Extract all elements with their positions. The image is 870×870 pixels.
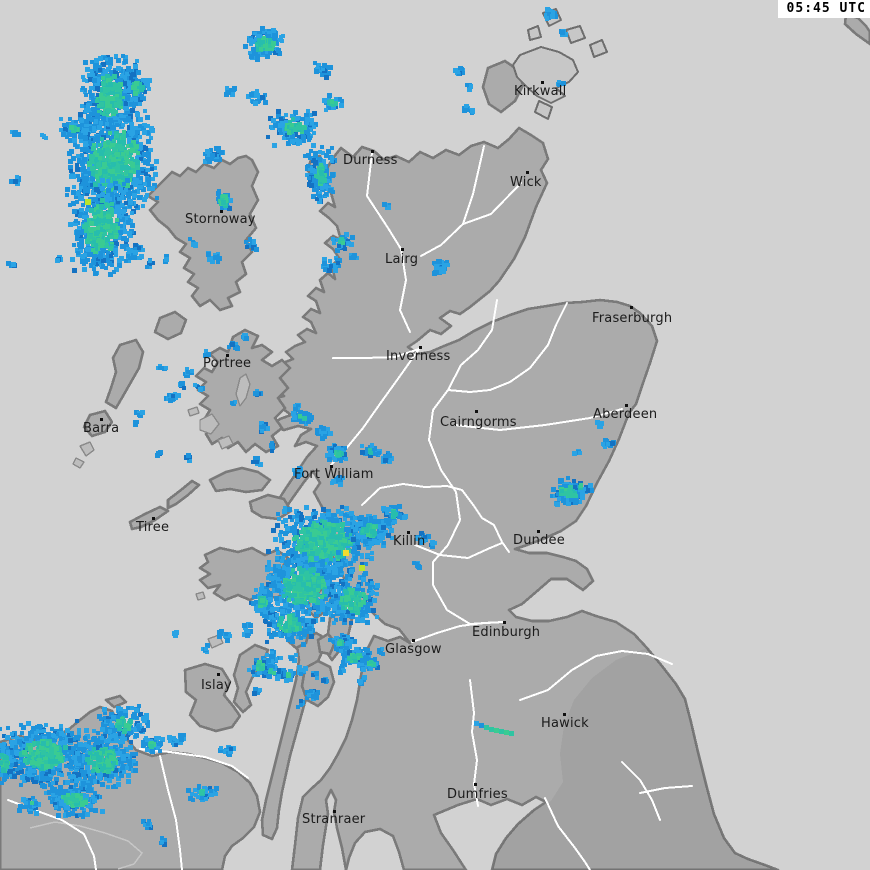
city-label-tiree: Tiree [136,520,170,535]
city-label-wick: Wick [510,175,542,190]
shetland-tip [843,12,870,46]
city-label-portree: Portree [203,356,252,371]
city-dot-cairngorms [475,410,478,413]
city-dot-aberdeen [625,404,628,407]
raasay-island [235,373,251,407]
city-label-dundee: Dundee [513,533,565,548]
city-dot-kirkwall [541,81,544,84]
canna-island [187,406,200,417]
city-label-cairngorms: Cairngorms [440,415,517,430]
england-region-shade [492,648,778,870]
city-label-fort-william: Fort William [294,467,374,482]
city-dot-tiree [152,517,155,520]
road-glasgow-edinburgh [411,621,504,643]
city-dot-hawick [563,713,566,716]
road-england-east [639,785,693,794]
city-label-killin: Killin [393,534,426,549]
city-dot-durness [371,150,374,153]
river-spey [447,302,568,393]
city-label-kirkwall: Kirkwall [514,84,567,99]
eigg-island [217,435,234,450]
south-uist-island [104,338,145,410]
barra-isles-islet [79,441,95,457]
city-label-edinburgh: Edinburgh [472,625,541,640]
orkney-mainland-island [512,46,579,104]
timestamp: 05:45 UTC [777,0,870,18]
road-borders-east [519,650,673,701]
morvern-peninsula [248,493,293,521]
road-a9-south [428,299,504,625]
rathlin-island [104,694,128,709]
city-label-barra: Barra [83,421,120,436]
orkney-north-isle-4 [527,25,542,41]
orkney-north-isle-2 [565,25,586,44]
road-killin-north [361,483,510,553]
tiree-island [128,505,170,531]
north-uist-island [153,310,188,341]
jura-island [232,643,270,714]
ardnamurchan-peninsula [208,466,272,494]
city-label-islay: Islay [201,678,232,693]
city-label-glasgow: Glasgow [385,642,442,657]
landmass-layer [0,8,870,870]
road-inverness-west [332,348,420,359]
lewis-harris-island [146,154,260,312]
islay-island [183,662,242,733]
city-dot-dundee [537,530,540,533]
city-label-stranraer: Stranraer [302,812,366,827]
road-to-aberdeen [454,408,623,431]
city-label-aberdeen: Aberdeen [593,407,658,422]
road-carlisle [544,797,591,870]
city-dot-stranraer [333,810,336,813]
city-dot-glasgow [412,639,415,642]
city-label-stornoway: Stornoway [185,212,256,227]
city-dot-inverness [419,346,422,349]
radar-precipitation-layer [0,7,616,847]
city-dot-lairg [401,248,404,251]
city-label-fraserburgh: Fraserburgh [592,311,673,326]
city-dot-fraserburgh [630,306,633,309]
coll-island [166,479,201,510]
city-label-durness: Durness [343,153,398,168]
road-killin-east [414,542,503,559]
road-river-layer [7,145,693,870]
orkney-north-isle-3 [589,39,608,58]
south-ronaldsay-island [534,100,553,120]
city-dot-fort-william [330,465,333,468]
city-dot-stornoway [220,210,223,213]
city-dot-islay [217,673,220,676]
road-m74-south [469,679,479,807]
road-ni-vertical [159,755,183,870]
ireland-border-line [29,821,144,870]
city-dot-wick [526,171,529,174]
rum-island [199,413,220,435]
city-dot-portree [226,354,229,357]
barra-isles-islet-2 [72,457,85,469]
iona-island [195,591,206,601]
barra-island [82,409,114,438]
city-dot-killin [407,531,410,534]
city-label-inverness: Inverness [386,349,451,364]
hoy-island [481,59,525,114]
city-dot-dumfries [474,783,477,786]
city-label-dumfries: Dumfries [447,787,508,802]
road-england-mid [621,761,661,821]
city-dot-edinburgh [503,621,506,624]
city-label-lairg: Lairg [385,252,419,267]
city-label-hawick: Hawick [541,716,589,731]
city-dot-barra [100,418,103,421]
road-wick-branch [462,182,522,225]
